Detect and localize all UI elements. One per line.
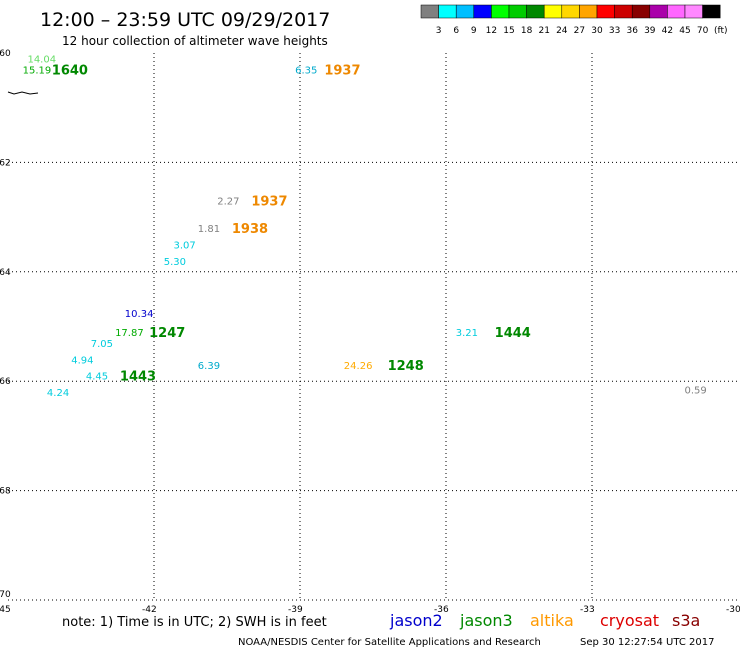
swh-value: 5.30 <box>164 257 186 268</box>
scale-label: 70 <box>697 26 709 36</box>
grid-lines <box>8 53 738 601</box>
swh-value: 3.07 <box>173 240 195 251</box>
swh-value: 24.26 <box>344 361 373 372</box>
y-tick-label: -68 <box>0 487 11 497</box>
pass-time: 1937 <box>251 195 287 210</box>
swh-value: 0.59 <box>684 385 706 396</box>
pass-time: 1444 <box>495 326 531 341</box>
x-tick-label: -30 <box>726 605 740 615</box>
x-tick-label: -36 <box>434 605 449 615</box>
scale-label: 36 <box>626 26 638 36</box>
scale-swatch <box>667 4 686 19</box>
y-tick-label: -66 <box>0 377 11 387</box>
scale-label: 27 <box>574 26 585 36</box>
satellite-name: jason2 <box>389 611 443 630</box>
footer-note: note: 1) Time is in UTC; 2) SWH is in fe… <box>62 615 327 630</box>
y-tick-label: -70 <box>0 590 11 600</box>
y-tick-label: -60 <box>0 49 11 59</box>
chart-title: 12:00 – 23:59 UTC 09/29/2017 <box>40 9 330 31</box>
swh-value: 15.19 <box>23 65 52 76</box>
pass-times: 1640 1937 1937 1938 1247 1443 1248 1444 <box>52 63 531 384</box>
scale-label: 45 <box>679 26 690 36</box>
scale-swatch <box>455 4 475 19</box>
footer-credit: NOAA/NESDIS Center for Satellite Applica… <box>238 637 541 648</box>
scale-label: 3 <box>436 26 442 36</box>
pass-time: 1938 <box>232 222 268 237</box>
axis-ticks: -45 -42 -39 -36 -33 -30 -60 -62 -64 -66 -68 -70 <box>0 49 740 615</box>
scale-swatch <box>579 4 598 19</box>
pass-time: 1937 <box>324 63 360 78</box>
swh-value: 14.04 <box>27 54 56 65</box>
pass-time: 1247 <box>149 326 185 341</box>
pass-time: 1443 <box>120 370 156 385</box>
scale-label: 12 <box>486 26 497 36</box>
scale-unit-label: (ft) <box>714 26 728 36</box>
x-tick-label: -39 <box>288 605 303 615</box>
scale-label: 21 <box>538 26 549 36</box>
scale-swatch <box>526 4 545 19</box>
swh-color-scale: 3 6 9 12 15 18 21 24 27 30 33 36 39 42 45 70 <box>420 4 721 36</box>
scale-swatch <box>561 4 580 19</box>
swh-value: 6.39 <box>198 361 220 372</box>
coastline-fragment <box>7 91 39 95</box>
satellite-name: s3a <box>672 611 700 630</box>
scale-swatch <box>614 4 633 19</box>
swh-value: 7.05 <box>91 339 113 350</box>
satellite-legend: jason2 jason3 altika cryosat s3a <box>389 611 700 630</box>
chart-subtitle: 12 hour collection of altimeter wave hei… <box>62 34 328 48</box>
scale-swatch <box>438 4 457 19</box>
scale-label: 15 <box>503 26 514 36</box>
satellite-name: jason3 <box>459 611 513 630</box>
scale-label: 30 <box>591 26 603 36</box>
x-tick-label: -42 <box>142 605 157 615</box>
scale-swatch <box>649 4 668 19</box>
scale-swatch <box>491 4 510 19</box>
scale-swatch <box>596 4 615 19</box>
footer-timestamp: Sep 30 12:27:54 UTC 2017 <box>580 637 714 648</box>
scale-label: 6 <box>453 26 459 36</box>
swh-value: 4.24 <box>47 388 69 399</box>
y-tick-label: -62 <box>0 158 11 168</box>
swh-value: 3.21 <box>456 328 478 339</box>
scale-label: 9 <box>471 26 477 36</box>
satellite-name: altika <box>530 611 574 630</box>
scale-label: 39 <box>644 26 656 36</box>
scale-swatch <box>420 4 439 19</box>
scale-swatch <box>543 4 563 19</box>
scale-swatch <box>631 4 651 19</box>
pass-time: 1640 <box>52 63 88 78</box>
x-tick-label: -33 <box>580 605 595 615</box>
swh-value: 6.35 <box>295 65 317 76</box>
scale-label: 24 <box>556 26 568 36</box>
y-tick-label: -64 <box>0 268 11 278</box>
scale-label: 42 <box>662 26 673 36</box>
scale-label: 18 <box>521 26 533 36</box>
swh-value: 4.94 <box>71 355 93 366</box>
x-tick-label: -45 <box>0 605 11 615</box>
scale-swatch <box>684 4 703 19</box>
scale-swatch <box>508 4 527 19</box>
swh-value: 1.81 <box>198 224 220 235</box>
swh-value: 10.34 <box>125 309 154 320</box>
scale-label: 33 <box>609 26 620 36</box>
scale-swatch <box>473 4 492 19</box>
swh-value: 17.87 <box>115 328 144 339</box>
swh-value: 4.45 <box>86 372 108 383</box>
scale-swatch <box>702 4 721 19</box>
satellite-name: cryosat <box>600 611 659 630</box>
swh-value: 2.27 <box>217 197 239 208</box>
pass-time: 1248 <box>388 359 424 374</box>
